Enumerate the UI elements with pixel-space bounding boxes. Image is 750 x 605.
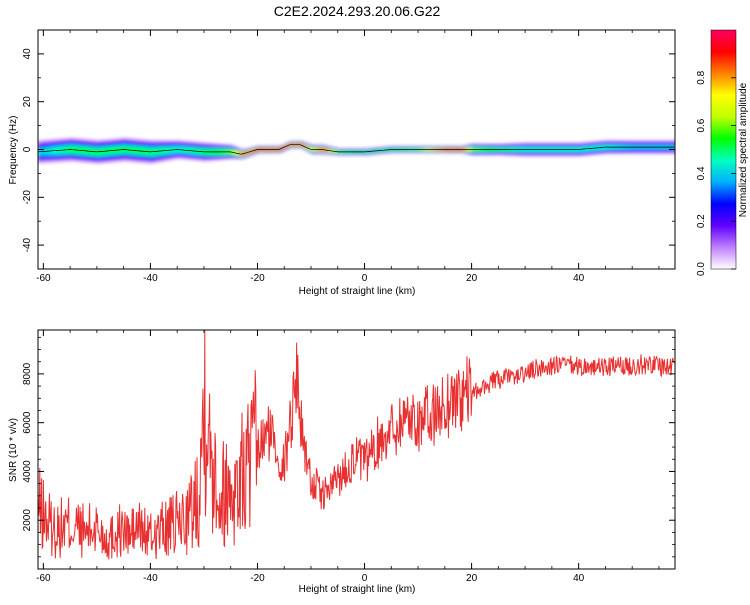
x-tick-label: -20 [250,573,265,584]
spectrogram-heat-layer [38,137,675,164]
snr-panel: -60 -40 -20 0 20 40 2000 4000 6000 8000 Height o… [8,329,676,595]
x-tick-label: 20 [466,273,478,284]
spectrogram-cell [254,149,257,152]
spectrogram-x-label: Height of straight line (km) [299,286,416,297]
spectrogram-cell [252,150,255,153]
spectrogram-cell [282,147,285,150]
y-tick-label: 6000 [22,411,33,434]
y-tick-label: 20 [22,96,33,108]
spectrogram-cell [286,145,289,148]
x-tick-label: -40 [143,573,158,584]
y-tick-label: 0 [22,146,33,152]
x-tick-label: -60 [36,573,51,584]
y-tick-label: 4000 [22,460,33,483]
snr-x-label: Height of straight line (km) [299,584,416,595]
spectrogram-cell [246,151,249,155]
spectrogram-cell [308,146,311,150]
spectrogram-panel: -60 -40 -20 0 20 40 -40 -20 0 20 40 Height of str… [8,29,676,297]
spectrogram-x-axis: -60 -40 -20 0 20 40 [36,30,660,284]
y-tick-label: 8000 [22,362,33,385]
spectrogram-cell [288,144,291,147]
spectrogram-center-trace [38,144,674,155]
colorbar-tick-label: 0.8 [696,70,707,84]
y-tick-label: -40 [22,237,33,252]
spectrogram-y-axis: -40 -20 0 20 40 [22,29,675,270]
snr-frame [37,329,676,570]
colorbar-label: Normalized spectral amplitude [738,82,749,217]
snr-y-label: SNR (10 * v/v) [8,418,19,482]
colorbar-ticks: 0.0 0.2 0.4 0.6 0.8 [696,70,736,276]
y-tick-label: 2000 [22,509,33,532]
x-tick-label: 20 [466,573,478,584]
spectrogram-y-label: Frequency (Hz) [8,116,19,185]
spectrogram-cell [300,143,303,146]
colorbar-tick-label: 0.4 [696,166,707,180]
x-tick-label: 40 [573,573,585,584]
x-tick-label: -40 [143,273,158,284]
spectrogram-cell [244,152,247,155]
spectrogram-cell [304,145,307,148]
x-tick-label: 0 [362,573,368,584]
spectrogram-cell [280,147,283,151]
colorbar-tick-label: 0.6 [696,118,707,132]
snr-series-line [38,330,675,560]
spectrogram-cell [242,152,245,156]
x-tick-label: -60 [36,273,51,284]
x-tick-label: 0 [362,273,368,284]
colorbar-gradient [710,29,737,270]
colorbar-tick-label: 0.2 [696,214,707,228]
spectrogram-cell [250,150,253,153]
spectrogram-cell [306,146,309,149]
spectrogram-cell [248,151,251,154]
y-tick-label: 40 [22,48,33,60]
y-tick-label: -20 [22,190,33,205]
colorbar: 0.0 0.2 0.4 0.6 0.8 Normalized spectral ampl… [696,29,749,276]
snr-y-axis: 2000 4000 6000 8000 [22,336,675,570]
snr-x-axis: -60 -40 -20 0 20 40 [36,330,660,584]
x-tick-label: -20 [250,273,265,284]
x-tick-label: 40 [573,273,585,284]
spectrogram-cell [284,146,287,149]
figure-title: C2E2.2024.293.20.06.G22 [274,3,441,19]
colorbar-tick-label: 0.0 [696,262,707,276]
spectrogram-cell [302,144,305,147]
